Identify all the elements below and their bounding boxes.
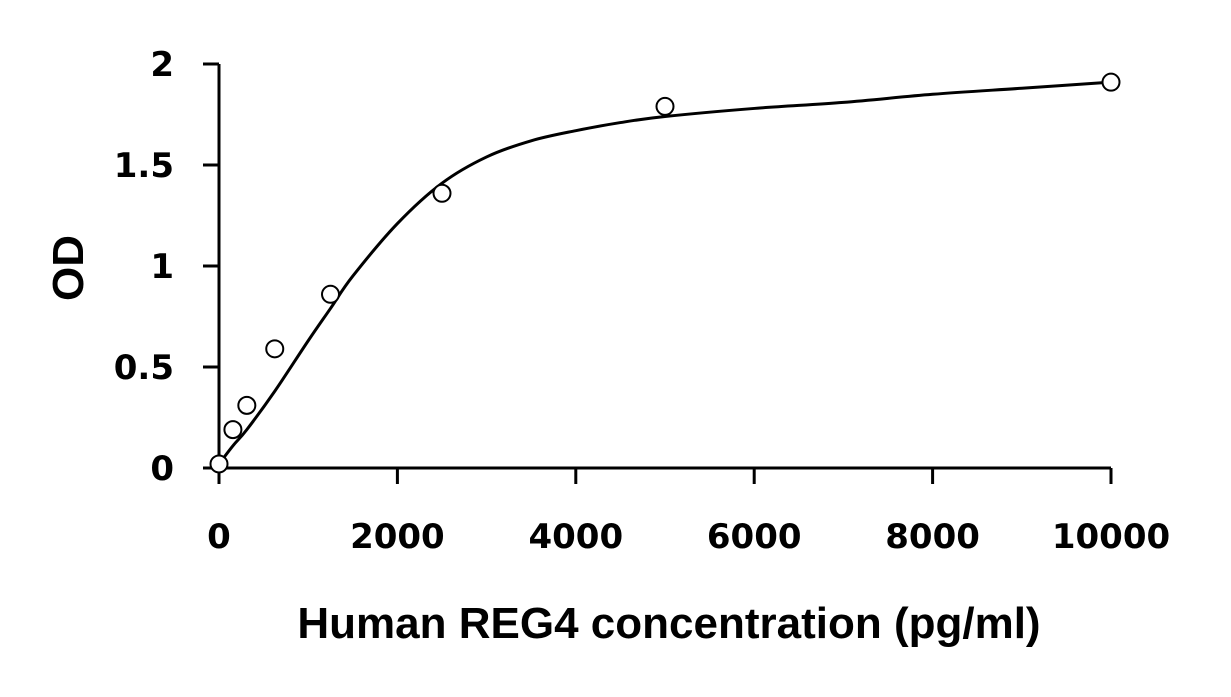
x-tick-label: 10000: [1052, 517, 1170, 557]
x-axis-label: Human REG4 concentration (pg/ml): [297, 599, 1040, 648]
data-points-layer: [209, 72, 1121, 474]
fitted-curve-line: [217, 80, 1112, 465]
x-tick-label: 0: [207, 517, 231, 557]
y-tick-label: 2: [150, 45, 174, 85]
data-point: [321, 284, 340, 304]
data-point: [237, 395, 257, 415]
data-point: [209, 454, 229, 474]
x-tick-label: 4000: [528, 517, 623, 557]
axes: [217, 64, 1111, 470]
x-tick-label: 6000: [707, 517, 802, 557]
x-tick-label: 8000: [885, 517, 980, 557]
y-ticks: 0 0.5 1 1.5 2: [114, 45, 219, 489]
y-tick-label: 0.5: [114, 348, 174, 388]
y-axis-label: OD: [44, 235, 93, 301]
data-point: [1101, 72, 1121, 92]
x-tick-label: 2000: [350, 517, 445, 557]
data-point: [265, 339, 285, 359]
data-point: [655, 96, 675, 116]
y-tick-label: 0: [150, 449, 174, 489]
y-tick-label: 1: [150, 247, 174, 287]
y-tick-label: 1.5: [114, 146, 174, 186]
data-point: [223, 420, 243, 440]
data-point: [432, 183, 452, 203]
fitted-curve-layer: [217, 80, 1112, 465]
x-ticks: 0 2000 4000 6000 8000 10000: [207, 468, 1170, 557]
